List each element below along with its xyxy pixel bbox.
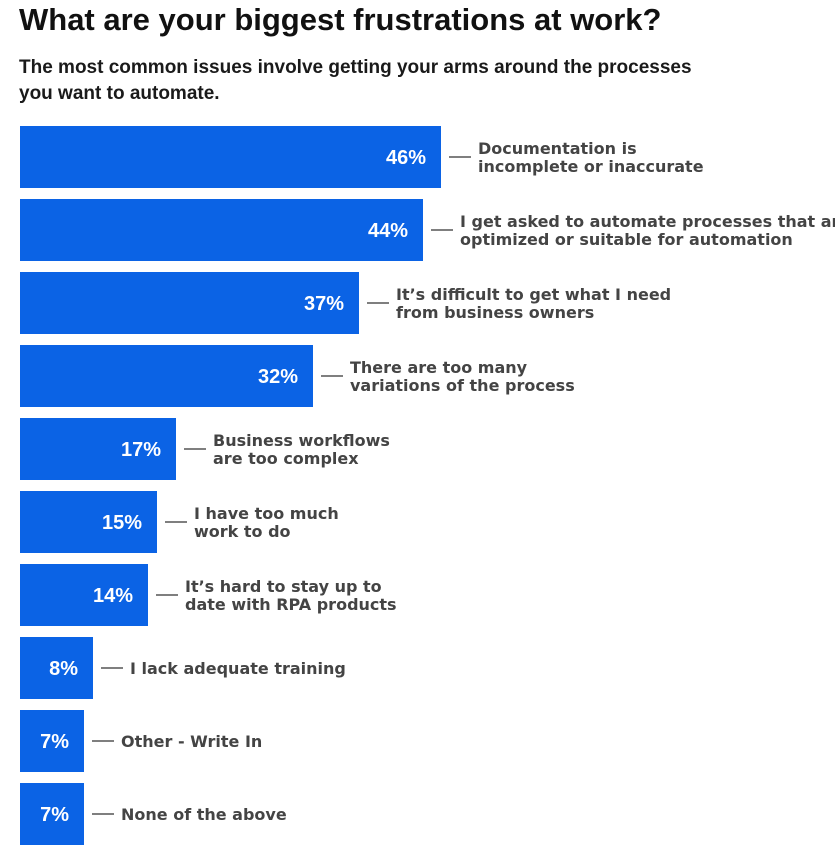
bar-4	[20, 345, 313, 407]
bar-8	[20, 637, 93, 699]
bar-value-label: 7%	[40, 804, 69, 826]
category-label-line: It’s hard to stay up to	[185, 577, 382, 596]
category-label: Other - Write In	[121, 732, 262, 751]
category-label: None of the above	[121, 805, 287, 824]
category-label-line: I lack adequate training	[130, 659, 346, 678]
bar-value-label: 32%	[258, 366, 298, 388]
category-label-line: None of the above	[121, 805, 287, 824]
category-label-line: date with RPA products	[185, 595, 397, 614]
category-label: Documentation is incomplete or inaccurate	[478, 139, 704, 176]
chart-subtitle: The most common issues involve getting y…	[19, 57, 692, 104]
bar-value-label: 37%	[304, 293, 344, 315]
bar-value-label: 15%	[102, 512, 142, 534]
category-label: I have too much work to do	[194, 504, 339, 541]
category-label: It’s hard to stay up to date with RPA pro…	[185, 577, 397, 614]
category-label: Business workflows are too complex	[213, 431, 390, 468]
category-label-line: from business owners	[396, 303, 594, 322]
category-label-line: There are too many	[350, 358, 528, 377]
category-label-line: Other - Write In	[121, 732, 262, 751]
bar-value-label: 7%	[40, 731, 69, 753]
category-label: I lack adequate training	[130, 659, 346, 678]
bar-2	[20, 199, 423, 261]
bar-1	[20, 126, 441, 188]
category-label-line: optimized or suitable for automation	[460, 230, 793, 249]
category-label: I get asked to automate processes that a…	[460, 212, 835, 249]
category-label-line: variations of the process	[350, 376, 575, 395]
category-label-line: incomplete or inaccurate	[478, 157, 704, 176]
category-label-line: It’s difficult to get what I need	[396, 285, 671, 304]
category-label-line: are too complex	[213, 449, 359, 468]
category-label: It’s difficult to get what I need from bu…	[396, 285, 671, 322]
bar-value-label: 14%	[93, 585, 133, 607]
bar-value-label: 17%	[121, 439, 161, 461]
category-label-line: Documentation is	[478, 139, 637, 158]
bar-5	[20, 418, 176, 480]
bar-10	[20, 783, 84, 845]
category-label-line: Business workflows	[213, 431, 390, 450]
chart-title: What are your biggest frustrations at wo…	[19, 2, 662, 37]
category-label-line: I have too much	[194, 504, 339, 523]
bar-6	[20, 491, 157, 553]
bar-7	[20, 564, 148, 626]
bar-value-label: 8%	[49, 658, 78, 680]
bar-value-label: 46%	[386, 147, 426, 169]
category-label-line: I get asked to automate processes that a…	[460, 212, 835, 231]
bar-9	[20, 710, 84, 772]
category-label-line: work to do	[194, 522, 291, 541]
bar-3	[20, 272, 359, 334]
bar-value-label: 44%	[368, 220, 408, 242]
category-label: There are too many variations of the proc…	[350, 358, 575, 395]
